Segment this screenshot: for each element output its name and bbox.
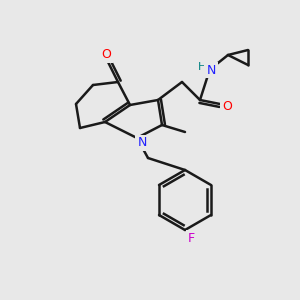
Text: N: N [137, 136, 147, 149]
Text: H: H [198, 62, 206, 72]
Text: F: F [188, 232, 195, 244]
Text: O: O [222, 100, 232, 112]
Text: N: N [206, 64, 216, 76]
Text: O: O [101, 49, 111, 62]
